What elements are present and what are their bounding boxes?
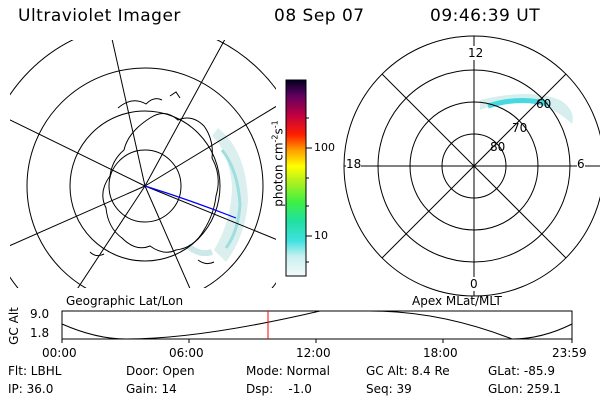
info-ip: IP: 36.0 (8, 382, 54, 396)
info-gc-alt: GC Alt: 8.4 Re (366, 364, 450, 378)
peninsula-coastline (117, 98, 163, 109)
time-label: 09:46:39 UT (430, 6, 541, 26)
date-label: 08 Sep 07 (274, 6, 365, 26)
latitude-circle-80 (108, 149, 182, 223)
colorbar-tick-10: 10 (314, 229, 328, 242)
altitude-xtick-0000: 00:00 (42, 346, 77, 360)
mlt-label-12: 12 (468, 46, 484, 60)
altitude-curve (61, 310, 573, 340)
mlt-label-18: 18 (346, 157, 362, 171)
info-glat: GLat: -85.9 (488, 364, 555, 378)
altitude-plot (61, 310, 573, 343)
mlat-label-70: 70 (512, 121, 528, 135)
info-seq: Seq: 39 (366, 382, 412, 396)
altitude-xtick-1800: 18:00 (423, 346, 458, 360)
apex-label: Apex MLat/MLT (412, 294, 502, 308)
colorbar (285, 79, 312, 277)
colorbar-unit-label: photon cm-2s-1 (270, 120, 286, 207)
altitude-ylabel: GC Alt (7, 307, 21, 345)
aurora-arc-left (220, 149, 242, 249)
info-dsp: Dsp: -1.0 (246, 382, 312, 396)
altitude-ytick-max: 9.0 (30, 307, 50, 321)
altitude-xtick-0600: 06:00 (169, 346, 204, 360)
mlat-label-60: 60 (536, 97, 552, 111)
antarctica-coastline (102, 113, 219, 253)
altitude-xtick-2359: 23:59 (552, 346, 587, 360)
orbit-trace (144, 185, 237, 219)
altitude-ytick-min: 1.8 (30, 326, 50, 340)
mlt-label-0: 0 (470, 277, 478, 291)
latitude-circle-70 (69, 110, 221, 262)
info-gain: Gain: 14 (126, 382, 177, 396)
mlat-label-80: 80 (490, 140, 506, 154)
geographic-map (10, 40, 276, 288)
geographic-label: Geographic Lat/Lon (66, 294, 184, 308)
altitude-xtick-1200: 12:00 (296, 346, 331, 360)
info-flt: Flt: LBHL (8, 364, 62, 378)
aurora-patch-left (212, 128, 248, 262)
info-glon: GLon: 259.1 (488, 382, 561, 396)
mlt-label-6: 6 (577, 157, 585, 171)
colorbar-tick-100: 100 (314, 141, 335, 154)
apex-polar-plot (343, 35, 600, 297)
instrument-title: Ultraviolet Imager (18, 6, 181, 26)
info-mode: Mode: Normal (246, 364, 330, 378)
latitude-circle-60 (26, 67, 264, 288)
info-door: Door: Open (126, 364, 195, 378)
